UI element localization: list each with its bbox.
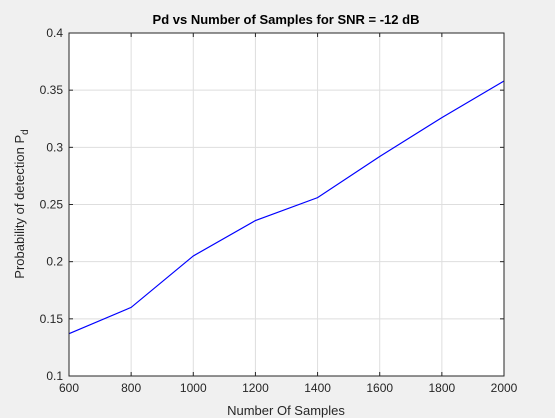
chart-title: Pd vs Number of Samples for SNR = -12 dB xyxy=(153,12,420,27)
y-axis-label-subscript: d xyxy=(20,129,31,135)
y-axis-label: Probability of detection Pd xyxy=(12,129,31,278)
axes-box xyxy=(68,32,505,377)
y-tick-label: 0.3 xyxy=(46,140,63,154)
y-tick-label: 0.1 xyxy=(46,369,63,383)
y-tick-label: 0.4 xyxy=(46,26,63,40)
x-tick-label: 600 xyxy=(59,381,79,395)
x-tick-label: 1600 xyxy=(366,381,393,395)
y-tick-label: 0.15 xyxy=(40,312,64,326)
axes xyxy=(68,32,505,377)
x-tick-label: 1000 xyxy=(180,381,207,395)
y-axis-label-main: Probability of detection P xyxy=(12,135,27,279)
x-tick-label: 1200 xyxy=(242,381,269,395)
x-axis-label: Number Of Samples xyxy=(227,403,345,418)
series-line xyxy=(68,80,505,335)
x-tick-label: 800 xyxy=(121,381,141,395)
x-tick-label: 2000 xyxy=(491,381,518,395)
x-tick-label: 1400 xyxy=(304,381,331,395)
tick-labels: 600 800 1000 1200 1400 1600 1800 2000 0.1 0.15 0.2… xyxy=(40,26,518,395)
x-tick-label: 1800 xyxy=(429,381,456,395)
y-tick-label: 0.25 xyxy=(40,198,64,212)
y-tick-label: 0.2 xyxy=(46,255,63,269)
y-tick-label: 0.35 xyxy=(40,83,64,97)
